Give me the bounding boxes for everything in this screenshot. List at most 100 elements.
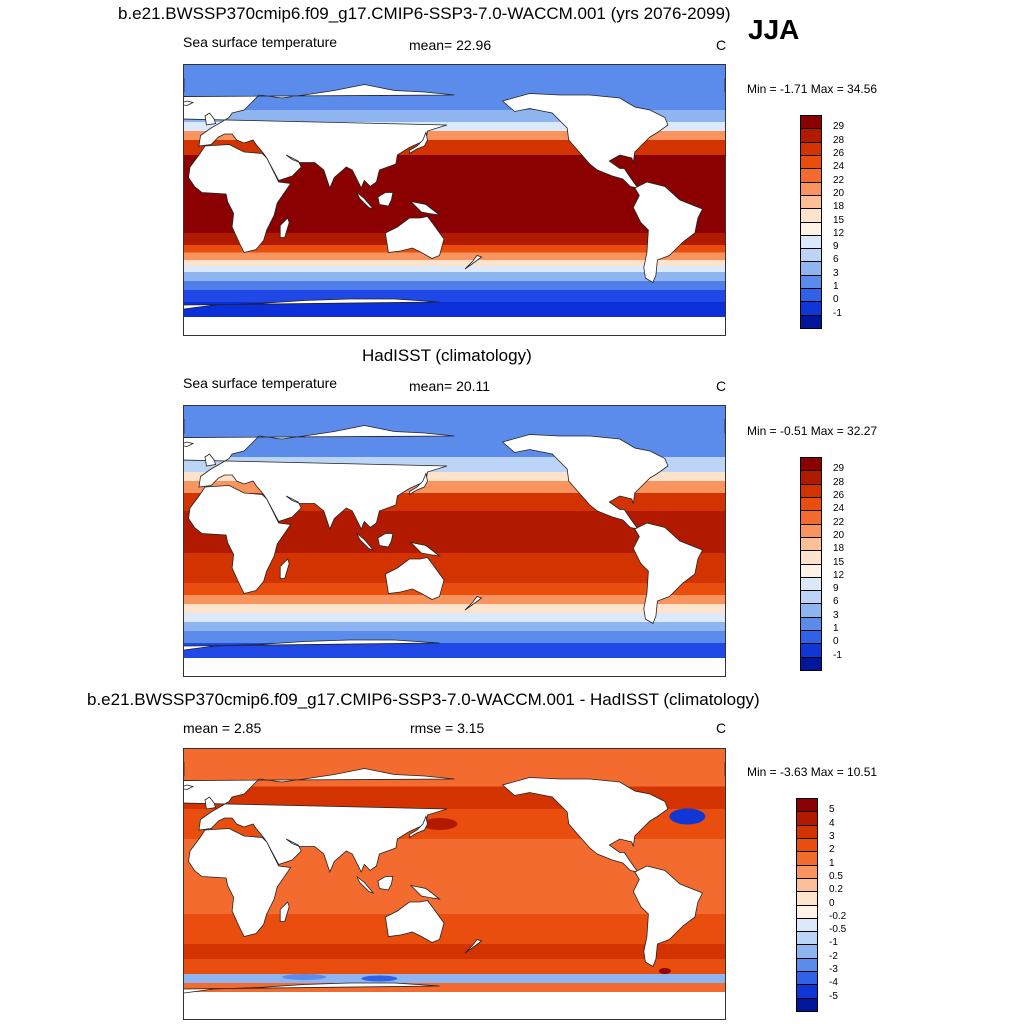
panel-2-mean-label: mean= 20.11 [409,378,491,394]
uk-landmass [204,112,217,126]
colorbar-label: 1 [829,857,835,869]
panel-1-variable-label: Sea surface temperature [183,34,338,50]
newguinea-landmass [409,541,441,557]
sst-band-5 [184,604,725,613]
colorbar-swatch [800,168,822,183]
colorbar-swatch [800,274,822,289]
colorbar-label: 6 [833,254,839,266]
colorbar-swatch [800,563,822,578]
sst-band-7 [184,252,725,260]
colorbar-label: 6 [833,596,839,608]
panel-1-title: b.e21.BWSSP370cmip6.f09_g17.CMIP6-SSP3-7… [118,4,731,23]
sst-band-1 [184,302,725,317]
colorbar-swatch [800,261,822,276]
colorbar-label: 0.2 [829,884,843,896]
sst-band-14 [184,406,725,457]
africa-landmass [188,485,292,594]
colorbar-swatch [796,957,818,972]
samerica-landmass [632,522,704,625]
colorbar-label: 0.5 [829,870,843,882]
panel-2-title: HadISST (climatology) [362,346,532,365]
sst-band-4 [184,944,725,959]
colorbar-swatch [796,997,818,1012]
eurasia-landmass [184,425,455,531]
nz-landmass [464,596,483,611]
colorbar-label: 3 [833,609,839,621]
colorbar-label: 0 [833,636,839,648]
africa-landmass [188,828,292,937]
colorbar-label: 24 [833,503,845,515]
panel-1-mean-label: mean= 22.96 [409,37,492,53]
colorbar-swatch [796,877,818,892]
sumatra-landmass [356,876,375,894]
colorbar-swatch [796,917,818,932]
samerica-landmass [632,865,704,968]
panel-1-map [183,64,726,336]
panel-1-units-label: C [716,37,727,53]
colorbar-swatch [796,811,818,826]
sst-band-1 [184,643,725,658]
sst-band-5 [184,266,725,272]
panel-3-map [183,748,726,1020]
anomaly-patch-2 [361,975,398,982]
colorbar-swatch [800,154,822,169]
colorbar-label: -3 [829,964,838,976]
colorbar-swatch [796,864,818,879]
colorbar-label: 15 [833,214,845,226]
panel-3-units-label: C [716,720,727,736]
colorbar-swatch [796,971,818,985]
panel-3-minmax: Min = -3.63 Max = 10.51 [747,765,878,779]
colorbar-label: 1 [833,623,839,635]
sumatra-landmass [356,533,375,551]
sst-band-15 [184,65,725,110]
colorbar-swatch [800,128,822,143]
colorbar-swatch [800,248,822,262]
anomaly-patch-0 [669,808,706,825]
colorbar-swatch [800,550,822,564]
colorbar-label: -1 [833,307,842,319]
anomaly-patch-4 [421,818,458,830]
colorbar-swatch [800,483,822,498]
colorbar-label: -2 [829,950,838,962]
madagascar-landmass [279,217,290,238]
colorbar-swatch [800,470,822,485]
sst-band-3 [184,281,725,290]
nz-landmass [464,939,483,954]
colorbar-swatch [796,931,818,945]
panel-2-map [183,405,726,677]
sst-band-9 [184,749,725,787]
sst-band-9 [184,233,725,245]
sst-band-4 [184,272,725,281]
borneo-landmass [377,533,394,548]
colorbar-swatch [800,536,822,551]
colorbar-swatch [800,590,822,604]
colorbar-swatch [800,181,822,196]
anomaly-patch-1 [282,974,327,980]
anomaly-patch-3 [658,968,671,974]
panel-3-colorbar: 5 4 3 2 1 0.5 0.2 0 -0.2 -0.5 -1 -2 -3 -4 -5 [796,798,846,1012]
panel-2-colorbar: 29 28 26 24 22 20 18 15 12 9 6 3 1 0 -1 [800,457,844,671]
newguinea-landmass [409,200,441,216]
sumatra-landmass [356,192,375,210]
colorbar-label: -0.5 [829,924,847,936]
japan-landmass [408,815,428,839]
sst-band-8 [184,245,725,253]
panel-2-units-label: C [716,378,727,394]
colorbar-swatch [800,616,822,631]
colorbar-label: 28 [833,476,845,488]
iceland-landmass [184,441,195,447]
namerica-landmass [501,434,669,530]
colorbar-swatch [800,208,822,222]
antarctica-landmass [184,298,440,310]
panel-2-minmax: Min = -0.51 Max = 32.27 [747,424,878,438]
season-label: JJA [748,14,800,45]
colorbar-label: 18 [833,543,845,555]
sst-band-0 [184,992,725,1019]
iceland-landmass [184,784,195,790]
colorbar-label: -4 [829,977,838,989]
colorbar-label: 26 [833,147,845,159]
japan-landmass [408,131,428,155]
sst-band-5 [184,914,725,944]
colorbar-swatch [800,221,822,236]
borneo-landmass [377,876,394,891]
